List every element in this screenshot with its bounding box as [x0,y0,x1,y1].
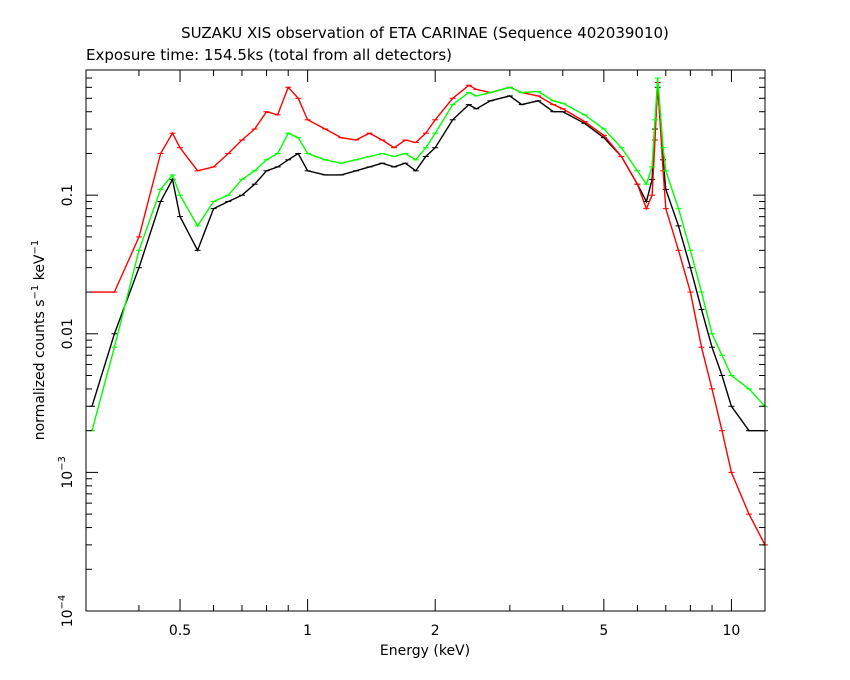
y-tick-label: 10−4 [57,595,76,628]
x-axis-label: Energy (keV) [380,643,470,659]
series-line-0 [91,87,765,432]
x-tick-label: 10 [723,623,741,639]
y-tick-label-base: 10 [60,471,76,489]
y-tick-label: 0.1 [60,184,76,206]
x-tick-label: 0.5 [169,623,191,639]
y-axis-label-exp2: −1 [30,240,41,255]
y-axis-label: normalized counts s−1 keV−1 [30,240,48,441]
axis-ticks [85,69,765,612]
y-axis-label-exp1: −1 [30,285,41,300]
series-line-2 [91,77,766,431]
y-tick-label: 10−3 [57,456,76,489]
y-tick-label-exponent: −4 [57,595,68,610]
x-tick-label: 2 [431,623,440,639]
y-tick-label-exponent: −3 [57,456,68,471]
y-tick-label: 0.01 [60,318,76,349]
y-tick-label-base: 0.01 [60,318,76,349]
x-tick-label: 5 [599,623,608,639]
series-layer [89,77,768,546]
y-tick-label-base: 10 [60,609,76,627]
y-tick-label-base: 0.1 [60,184,76,206]
y-axis-label-mid: keV [32,254,48,285]
series-1 [89,82,768,546]
x-tick-label: 1 [303,623,312,639]
chart-subtitle: Exposure time: 154.5ks (total from all d… [86,46,452,64]
series-2 [89,77,768,432]
series-0 [89,86,768,432]
y-axis-label-main: normalized counts s [32,299,48,440]
chart-title: SUZAKU XIS observation of ETA CARINAE (S… [181,24,669,42]
